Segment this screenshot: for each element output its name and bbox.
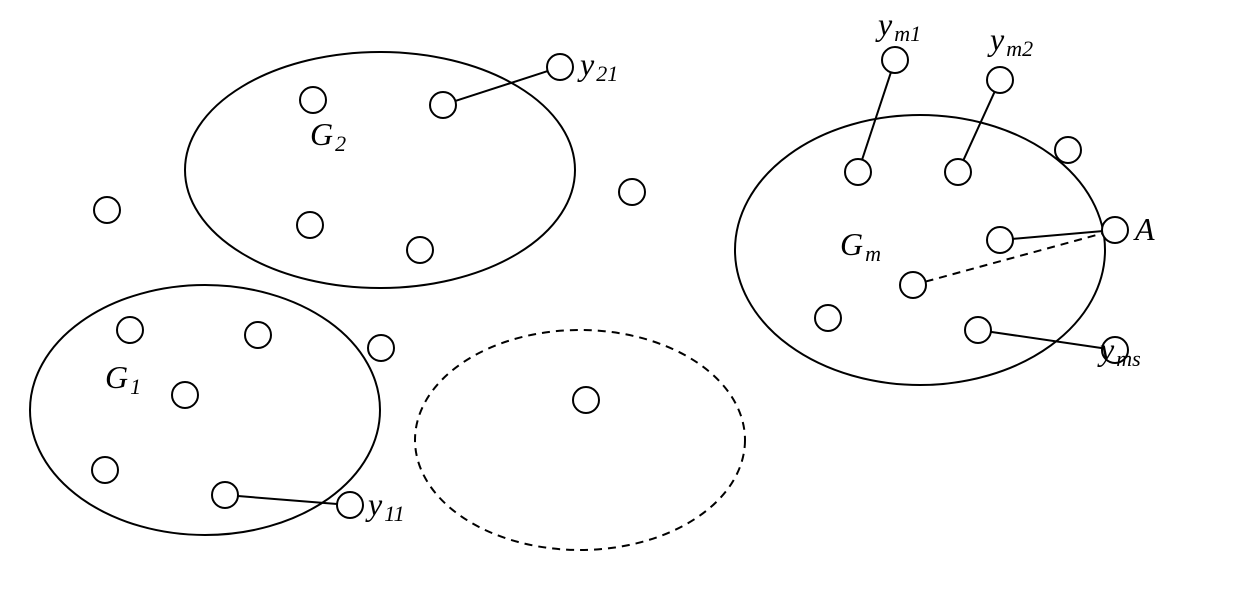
node-g1n2 <box>172 382 198 408</box>
label-AL: A <box>1133 211 1155 247</box>
node-gmn5 <box>815 305 841 331</box>
node-gdn1 <box>573 387 599 413</box>
node-s4 <box>1055 137 1081 163</box>
edge-g1n5-y11 <box>238 496 337 504</box>
node-g2n3 <box>297 212 323 238</box>
group-ellipse-Gm <box>735 115 1105 385</box>
node-g1n4 <box>92 457 118 483</box>
node-ym1 <box>882 47 908 73</box>
diagram-canvas: G1G2Gmy11y21ym1ym2ymsA <box>0 0 1239 598</box>
node-ym2 <box>987 67 1013 93</box>
node-g2n1 <box>300 87 326 113</box>
node-g1n5 <box>212 482 238 508</box>
edge-gmn1-ym1 <box>862 72 891 159</box>
node-gmn4 <box>900 272 926 298</box>
node-A <box>1102 217 1128 243</box>
node-g2n2 <box>430 92 456 118</box>
node-y21 <box>547 54 573 80</box>
node-g1n1 <box>117 317 143 343</box>
group-label-G2: G2 <box>310 116 346 156</box>
edge-gmn4-A <box>926 233 1103 281</box>
label-ym2L: ym2 <box>987 21 1033 61</box>
node-gmn6 <box>965 317 991 343</box>
node-s1 <box>94 197 120 223</box>
group-label-Gm: Gm <box>840 226 881 266</box>
label-y21L: y21 <box>577 46 618 86</box>
node-s2 <box>368 335 394 361</box>
group-ellipse-Gdash <box>415 330 745 550</box>
node-gmn3 <box>987 227 1013 253</box>
group-ellipse-G1 <box>30 285 380 535</box>
group-ellipse-G2 <box>185 52 575 288</box>
label-y11L: y11 <box>365 486 405 526</box>
node-gmn2 <box>945 159 971 185</box>
node-s3 <box>619 179 645 205</box>
node-g1n3 <box>245 322 271 348</box>
group-label-G1: G1 <box>105 359 141 399</box>
node-y11 <box>337 492 363 518</box>
edge-gmn6-yms <box>991 332 1102 348</box>
label-ym1L: ym1 <box>875 6 921 46</box>
node-g2n4 <box>407 237 433 263</box>
node-gmn1 <box>845 159 871 185</box>
